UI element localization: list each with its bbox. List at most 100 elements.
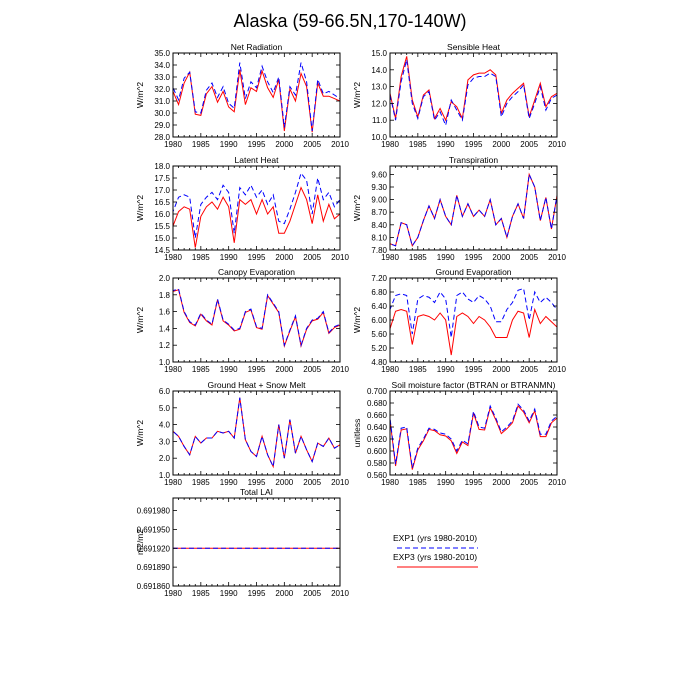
y-tick-label: 8.70: [371, 208, 387, 217]
x-tick-label: 1980: [381, 365, 399, 374]
y-tick-label: 4.80: [371, 358, 387, 367]
y-tick-label: 8.40: [371, 221, 387, 230]
series-exp3-line: [173, 186, 340, 248]
series-exp1-line: [173, 62, 340, 132]
x-tick-label: 2000: [275, 365, 293, 374]
y-tick-label: 15.5: [154, 222, 170, 231]
x-tick-label: 1985: [192, 253, 210, 262]
x-tick-label: 1995: [248, 589, 266, 598]
x-tick-label: 1980: [164, 140, 182, 149]
x-tick-label: 1990: [437, 365, 455, 374]
y-tick-label: 14.5: [154, 246, 170, 255]
y-tick-label: 0.660: [367, 411, 388, 420]
y-tick-label: 9.60: [371, 170, 387, 179]
x-tick-label: 1995: [465, 365, 483, 374]
y-axis-label: W/m^2: [135, 307, 145, 333]
x-tick-label: 2000: [275, 253, 293, 262]
y-tick-label: 5.60: [371, 330, 387, 339]
panel-title: Total LAI: [240, 487, 273, 497]
y-tick-label: 6.40: [371, 302, 387, 311]
x-tick-label: 1990: [220, 140, 238, 149]
y-tick-label: 16.0: [154, 210, 170, 219]
chart-panel: Total LAI m2/m2 1980 1985 1990 1995 2000 2005 20…: [135, 487, 349, 598]
y-tick-label: 1.6: [159, 308, 171, 317]
y-tick-label: 0.691920: [137, 544, 171, 553]
series-exp1-line: [173, 397, 340, 469]
x-tick-label: 2000: [492, 365, 510, 374]
chart-panel: Sensible Heat W/m^2 1980 1985 1990 1995 2000 20…: [352, 42, 566, 149]
x-tick-label: 2000: [492, 478, 510, 487]
y-tick-label: 29.0: [154, 121, 170, 130]
x-tick-label: 1980: [164, 365, 182, 374]
series-exp1-line: [173, 172, 340, 239]
series-exp1-line: [173, 288, 340, 348]
x-tick-label: 1980: [164, 589, 182, 598]
y-tick-label: 12.0: [371, 99, 387, 108]
panels: Net Radiation W/m^2 1980 1985 1990 1995 2000 20…: [135, 42, 566, 598]
x-tick-label: 1985: [192, 140, 210, 149]
y-tick-label: 3.0: [159, 437, 171, 446]
y-tick-label: 15.0: [371, 49, 387, 58]
legend: EXP1 (yrs 1980-2010) EXP3 (yrs 1980-2010): [393, 533, 478, 568]
x-tick-label: 2010: [548, 478, 566, 487]
chart-panel: Transpiration W/m^2 1980 1985 1990 1995 2000 20…: [352, 155, 566, 262]
x-tick-label: 1985: [192, 589, 210, 598]
y-axis-label: W/m^2: [135, 82, 145, 108]
y-tick-label: 6.0: [159, 387, 171, 396]
y-tick-label: 2.0: [159, 274, 171, 283]
y-tick-label: 18.0: [154, 162, 170, 171]
y-tick-label: 0.691980: [137, 507, 171, 516]
x-tick-label: 1980: [164, 253, 182, 262]
x-tick-label: 2010: [331, 589, 349, 598]
y-tick-label: 1.2: [159, 341, 171, 350]
x-tick-label: 2005: [303, 365, 321, 374]
x-tick-label: 2010: [331, 478, 349, 487]
x-tick-label: 2010: [548, 253, 566, 262]
y-tick-label: 0.600: [367, 447, 388, 456]
y-tick-label: 34.0: [154, 61, 170, 70]
panel-title: Canopy Evaporation: [218, 267, 295, 277]
series-exp1-line: [390, 287, 557, 338]
x-tick-label: 2010: [331, 140, 349, 149]
x-tick-label: 1995: [248, 253, 266, 262]
x-tick-label: 1995: [248, 365, 266, 374]
x-tick-label: 1985: [409, 478, 427, 487]
y-tick-label: 7.80: [371, 246, 387, 255]
x-tick-label: 1995: [465, 478, 483, 487]
y-tick-label: 5.0: [159, 404, 171, 413]
x-tick-label: 2000: [492, 140, 510, 149]
series-exp1-line: [390, 59, 557, 127]
x-tick-label: 1990: [437, 478, 455, 487]
x-tick-label: 1990: [220, 478, 238, 487]
chart-panel: Ground Evaporation W/m^2 1980 1985 1990 1995 2…: [352, 267, 566, 374]
x-tick-label: 1990: [437, 253, 455, 262]
y-tick-label: 1.8: [159, 291, 171, 300]
chart-panel: Canopy Evaporation W/m^2 1980 1985 1990 1995 2…: [135, 267, 349, 374]
x-tick-label: 1980: [381, 140, 399, 149]
y-tick-label: 0.580: [367, 459, 388, 468]
y-tick-label: 9.00: [371, 196, 387, 205]
x-tick-label: 2000: [275, 478, 293, 487]
y-axis-label: W/m^2: [352, 82, 362, 108]
x-tick-label: 2005: [520, 140, 538, 149]
x-tick-label: 1990: [220, 253, 238, 262]
panel-title: Ground Heat + Snow Melt: [207, 380, 306, 390]
legend-label: EXP1 (yrs 1980-2010): [393, 533, 477, 543]
x-tick-label: 2005: [303, 140, 321, 149]
series-exp3-line: [390, 307, 557, 356]
x-tick-label: 1985: [192, 365, 210, 374]
legend-label: EXP3 (yrs 1980-2010): [393, 552, 477, 562]
x-tick-label: 1995: [465, 253, 483, 262]
x-tick-label: 1980: [381, 253, 399, 262]
y-tick-label: 1.4: [159, 324, 171, 333]
y-tick-label: 0.640: [367, 423, 388, 432]
y-axis-label: W/m^2: [135, 195, 145, 221]
x-tick-label: 1995: [248, 140, 266, 149]
y-tick-label: 15.0: [154, 234, 170, 243]
series-exp1-line: [390, 403, 557, 468]
x-tick-label: 1985: [409, 365, 427, 374]
y-tick-label: 0.700: [367, 387, 388, 396]
x-tick-label: 1985: [409, 253, 427, 262]
y-tick-label: 17.0: [154, 186, 170, 195]
